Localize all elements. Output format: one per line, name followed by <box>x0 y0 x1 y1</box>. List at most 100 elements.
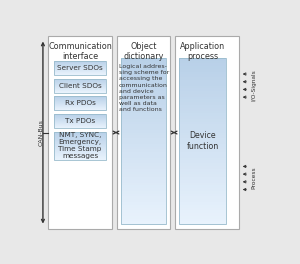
Bar <box>54 119 106 120</box>
Bar <box>121 158 166 161</box>
Bar <box>54 62 106 63</box>
Bar <box>121 124 166 128</box>
Bar <box>54 120 106 121</box>
Bar <box>179 208 226 211</box>
Bar <box>121 102 166 105</box>
Bar <box>121 166 166 169</box>
Bar <box>179 80 226 83</box>
Bar <box>54 124 106 125</box>
Bar <box>54 90 106 91</box>
Bar <box>54 132 106 133</box>
Bar <box>179 66 226 69</box>
Bar <box>54 100 106 101</box>
Text: Server SDOs: Server SDOs <box>57 65 103 71</box>
Bar <box>54 122 106 123</box>
Bar <box>54 80 106 81</box>
Bar <box>179 86 226 89</box>
Bar <box>54 72 106 73</box>
Bar <box>54 80 106 81</box>
Bar <box>54 109 106 110</box>
Bar <box>54 117 106 118</box>
Bar <box>54 84 106 85</box>
Text: Communication
interface: Communication interface <box>48 42 112 61</box>
Text: I/O-Signals: I/O-Signals <box>251 70 256 101</box>
Bar <box>121 174 166 177</box>
Bar <box>121 83 166 86</box>
Bar <box>179 94 226 97</box>
Bar <box>179 180 226 183</box>
Bar <box>121 94 166 97</box>
Bar <box>54 140 106 141</box>
Bar <box>54 97 106 98</box>
Bar <box>54 114 106 128</box>
Bar <box>54 97 106 98</box>
Bar <box>179 161 226 164</box>
Bar <box>48 36 112 229</box>
Bar <box>54 139 106 140</box>
Bar <box>121 169 166 172</box>
Bar <box>121 147 166 150</box>
Bar <box>179 133 226 136</box>
Bar <box>54 136 106 137</box>
Bar <box>121 183 166 186</box>
Bar <box>54 154 106 155</box>
Bar <box>121 191 166 194</box>
Text: Rx PDOs: Rx PDOs <box>65 100 96 106</box>
Bar <box>54 63 106 64</box>
Text: Tx PDOs: Tx PDOs <box>65 118 95 124</box>
Bar <box>54 63 106 64</box>
Bar <box>121 213 166 216</box>
Bar <box>54 145 106 146</box>
Bar <box>54 115 106 116</box>
Bar <box>54 114 106 115</box>
Bar <box>54 62 106 63</box>
Bar <box>121 177 166 180</box>
Bar <box>179 213 226 216</box>
Bar <box>54 72 106 73</box>
Bar <box>54 121 106 122</box>
Bar <box>54 79 106 92</box>
Bar <box>121 155 166 158</box>
Bar <box>54 151 106 152</box>
Bar <box>121 100 166 103</box>
Bar <box>54 103 106 104</box>
Bar <box>179 91 226 94</box>
Bar <box>54 157 106 158</box>
Bar <box>54 106 106 107</box>
Bar <box>54 88 106 89</box>
Bar <box>54 79 106 80</box>
Bar <box>54 123 106 124</box>
Bar <box>54 152 106 153</box>
Bar <box>121 61 166 64</box>
Bar <box>54 127 106 128</box>
Bar <box>121 149 166 153</box>
Bar <box>54 151 106 152</box>
Bar <box>54 91 106 92</box>
Bar <box>121 161 166 164</box>
Bar <box>54 82 106 83</box>
Bar <box>54 106 106 107</box>
Bar <box>179 141 226 144</box>
Bar <box>54 143 106 144</box>
Bar <box>54 137 106 138</box>
Bar <box>54 67 106 68</box>
Bar <box>54 101 106 102</box>
Bar <box>54 114 106 115</box>
Bar <box>54 115 106 116</box>
Bar <box>54 91 106 92</box>
Bar <box>54 104 106 105</box>
Bar <box>54 125 106 126</box>
Bar <box>54 102 106 103</box>
Bar <box>54 134 106 135</box>
Bar <box>179 69 226 72</box>
Bar <box>121 144 166 147</box>
Bar <box>54 121 106 122</box>
Bar <box>54 156 106 157</box>
Bar <box>54 155 106 156</box>
Bar <box>179 58 226 224</box>
Bar <box>54 149 106 150</box>
Bar <box>54 90 106 91</box>
Text: Device
function: Device function <box>187 131 219 151</box>
Bar <box>54 119 106 120</box>
Bar <box>121 138 166 142</box>
